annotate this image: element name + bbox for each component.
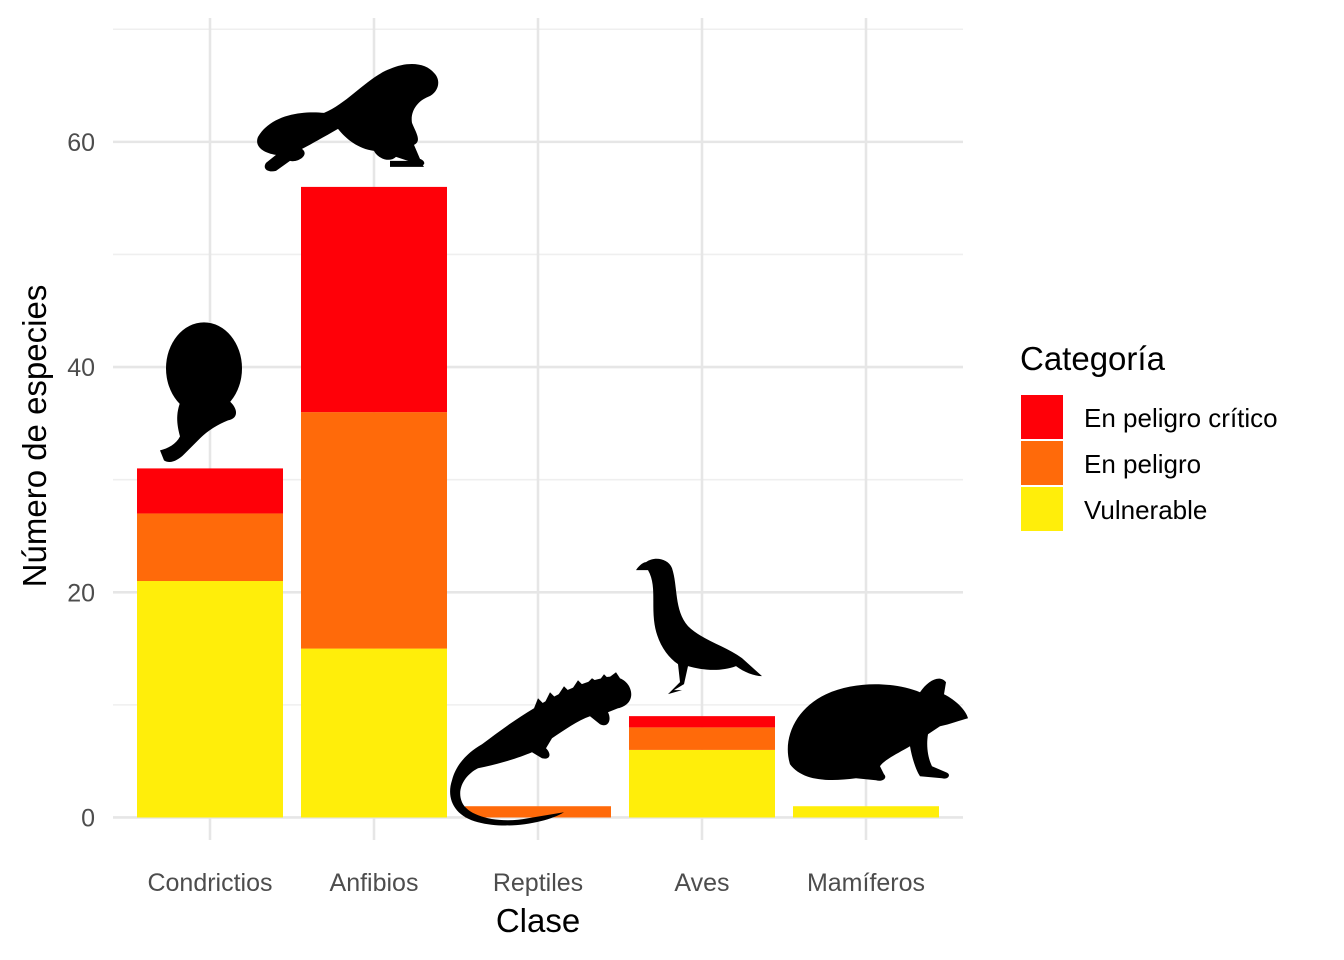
x-tick-label: Anfibios [330, 869, 419, 897]
bar-segment [465, 806, 611, 818]
shark-ray-icon [160, 322, 242, 463]
y-tick-label: 40 [67, 354, 95, 382]
bar-segment [629, 727, 775, 750]
frog-icon [257, 63, 439, 172]
legend-swatch [1021, 395, 1063, 439]
y-axis-ticks: 0 20 40 60 [67, 129, 95, 833]
bar-segment [137, 468, 283, 514]
legend-label: En peligro crítico [1084, 403, 1278, 433]
bird-icon [636, 558, 762, 695]
rodent-icon [787, 678, 968, 781]
bar-segment [137, 581, 283, 818]
bar-segment [301, 412, 447, 649]
y-tick-label: 0 [81, 804, 95, 832]
x-tick-label: Condrictios [147, 869, 272, 897]
bar-segment [793, 806, 939, 818]
iguana-icon [450, 672, 632, 826]
bar-segment [301, 186, 447, 413]
legend-title: Categoría [1020, 340, 1166, 377]
y-tick-label: 20 [67, 579, 95, 607]
bar-segment [629, 749, 775, 818]
legend-label: En peligro [1084, 449, 1201, 479]
silhouettes [160, 63, 968, 826]
y-axis-title: Número de especies [16, 285, 53, 588]
bar-segment [301, 648, 447, 818]
y-tick-label: 60 [67, 129, 95, 157]
legend-swatch [1021, 441, 1063, 485]
legend-label: Vulnerable [1084, 495, 1207, 525]
x-tick-label: Mamíferos [807, 869, 925, 897]
bar-segment [137, 513, 283, 582]
x-tick-label: Reptiles [493, 869, 583, 897]
legend-swatch [1021, 487, 1063, 531]
x-axis-title: Clase [496, 902, 580, 939]
bar-segment [629, 716, 775, 728]
legend: Categoría En peligro crítico En peligro Vu… [1020, 340, 1278, 531]
x-tick-label: Aves [674, 869, 729, 897]
x-axis-ticks: Condrictios Anfibios Reptiles Aves Mamíferos [147, 869, 925, 897]
bars [137, 186, 939, 818]
